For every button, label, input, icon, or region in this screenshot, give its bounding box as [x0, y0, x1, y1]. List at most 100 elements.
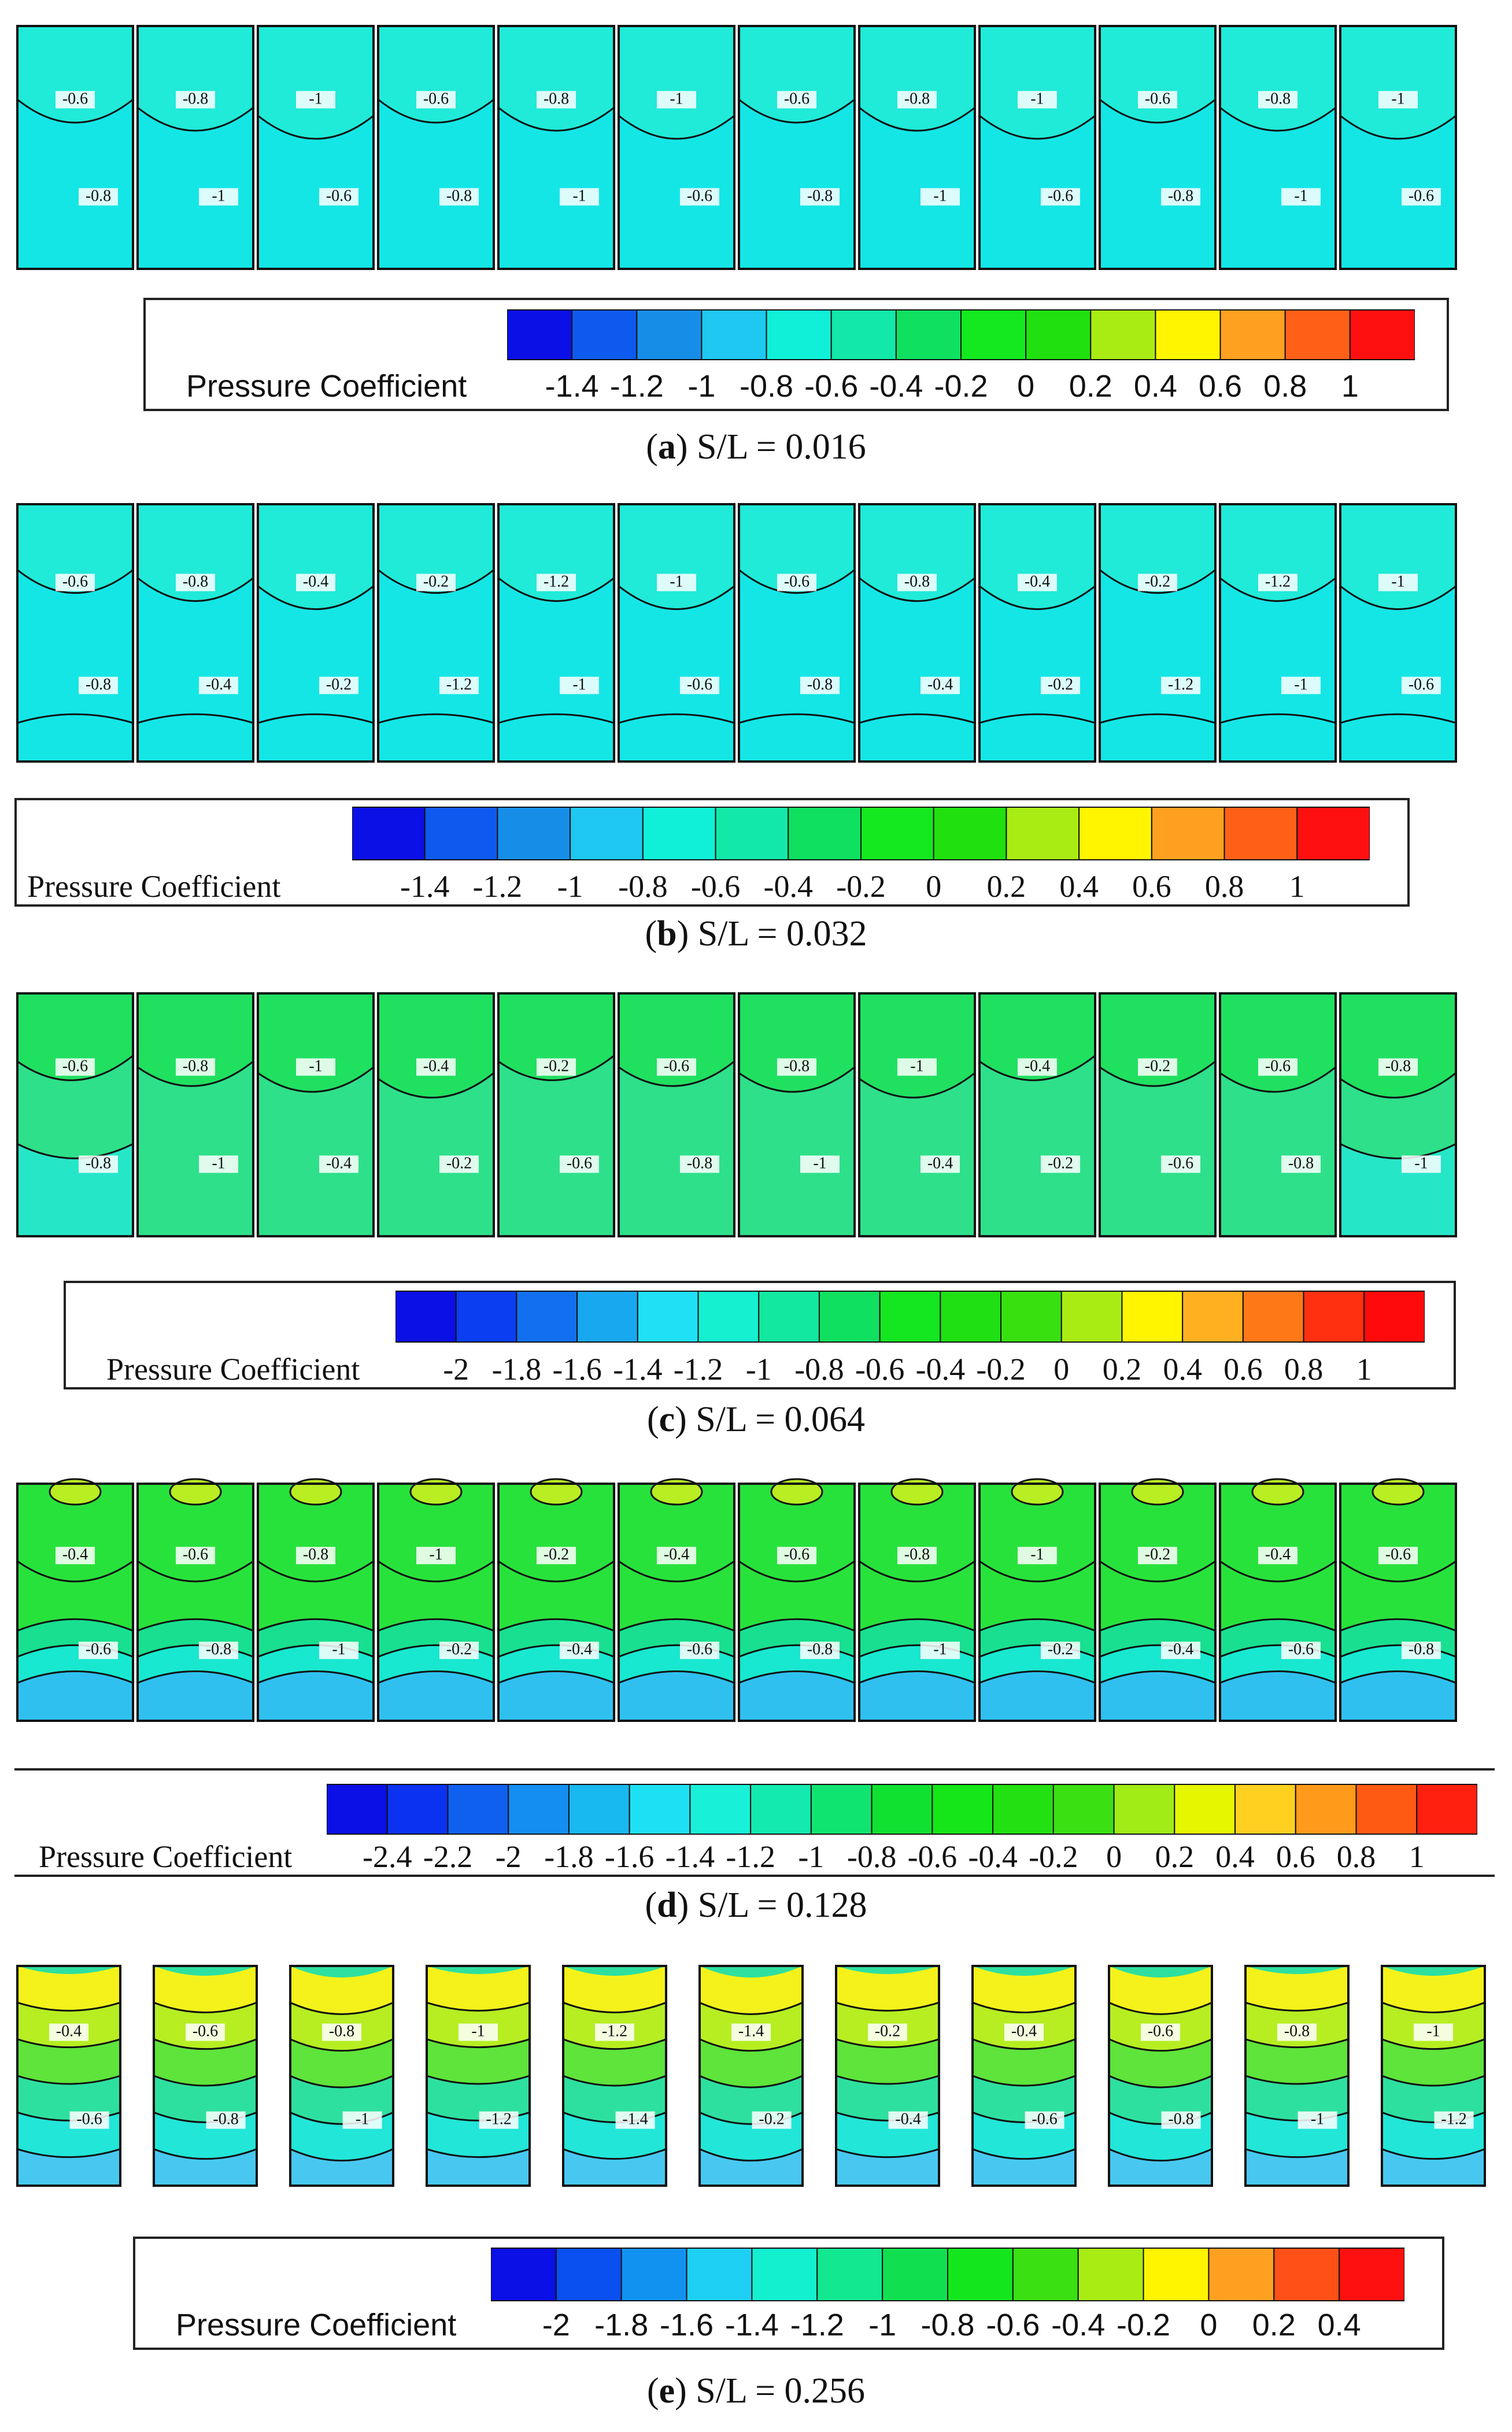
contour-label: -0.6 — [193, 2023, 218, 2041]
contour-label-bg — [1138, 1547, 1177, 1565]
legend-tick-label: -0.2 — [934, 369, 988, 404]
legend-tick-label: -1.2 — [673, 1352, 723, 1387]
cell-border — [136, 992, 254, 1237]
colorbar-segment — [507, 309, 573, 360]
contour-label: -0.4 — [927, 675, 953, 693]
contour-label: -0.2 — [544, 1546, 569, 1564]
contour-label-bg — [479, 2111, 519, 2129]
legend-tick-label: 0.6 — [1199, 369, 1243, 404]
colorbar-segment — [1219, 309, 1286, 360]
caption-d: (d) S/L = 0.128 — [645, 1886, 867, 1925]
pressure-contour-cell: -1 -0.6 — [618, 503, 735, 763]
colorbar-segment — [882, 2248, 949, 2301]
contour-label: -0.4 — [927, 1154, 953, 1172]
legend-tick-label: -0.2 — [1029, 1839, 1078, 1874]
legend-tick-label: 1 — [1356, 1352, 1372, 1387]
contour-label: -1 — [1030, 90, 1044, 108]
colorbar-segment — [1078, 807, 1152, 860]
contour-label: -0.6 — [1265, 1057, 1291, 1075]
contour-band — [377, 1670, 495, 1722]
cell-border — [497, 25, 615, 270]
colorbar-segment — [1012, 2248, 1079, 2301]
contour-band — [618, 1059, 735, 1237]
legend-tick-label: -1.4 — [724, 2308, 779, 2342]
contour-label: -0.2 — [1048, 675, 1073, 693]
contour-line — [979, 585, 1096, 610]
contour-label: -0.6 — [62, 572, 88, 590]
contour-label: -0.4 — [1168, 1640, 1193, 1658]
cell-border — [136, 1483, 254, 1722]
pressure-contour-cell: -1 -1.2 — [426, 1965, 531, 2187]
contour-label: -0.6 — [86, 1640, 111, 1658]
colorbar-segment — [620, 2248, 687, 2301]
contour-line — [17, 713, 134, 724]
colorbar-segment — [1416, 1784, 1477, 1835]
cell-border — [257, 1483, 375, 1722]
contour-label: -0.8 — [904, 90, 930, 108]
pressure-contour-cell: -0.4 -0.2 — [978, 503, 1096, 763]
colorbar-segment — [750, 1784, 812, 1835]
contour-label-bg — [1378, 1547, 1418, 1565]
contour-label-bg — [79, 1642, 118, 1659]
contour-label-bg — [1281, 188, 1321, 206]
contour-line — [498, 106, 615, 132]
contour-label: -0.2 — [759, 2111, 784, 2128]
cell-border — [1219, 1483, 1337, 1722]
contour-label: -1.2 — [1168, 675, 1193, 693]
cell-border — [1339, 25, 1457, 270]
contour-label: -1 — [1311, 2111, 1324, 2128]
legend-tick-label: -1.8 — [594, 2308, 649, 2342]
legend-tick-label: -0.2 — [836, 869, 886, 904]
contour-label-bg — [1258, 574, 1297, 592]
cell-border — [1339, 992, 1457, 1237]
colorbar-segment — [1349, 309, 1415, 360]
colorbar-segment — [642, 807, 716, 860]
pressure-contour-cell: -0.8 -1 — [1339, 992, 1457, 1237]
contour-blob — [1131, 1478, 1184, 1506]
contour-band — [739, 26, 855, 123]
contour-band — [17, 26, 133, 123]
pressure-contour-cell: -0.4 -0.2 — [978, 992, 1096, 1237]
contour-label-bg — [176, 91, 215, 109]
colorbar-segment — [1143, 2248, 1210, 2301]
contour-band — [136, 1670, 254, 1722]
pressure-contour-cell: -0.6 -0.8 — [16, 25, 134, 270]
contour-label: -1 — [1414, 1154, 1428, 1172]
pressure-contour-cell: -0.8 -1 — [1219, 25, 1337, 270]
contour-label-bg — [1018, 574, 1057, 592]
contour-label: -0.6 — [567, 1154, 592, 1172]
contour-label-bg — [79, 188, 118, 206]
contour-label: -0.4 — [56, 2023, 82, 2041]
cell-border — [618, 1483, 735, 1722]
colorbar-segment — [497, 807, 571, 860]
contour-label-bg — [777, 1058, 816, 1076]
contour-label-bg — [69, 2111, 109, 2129]
legend-tick-label: -1.2 — [472, 869, 523, 904]
contour-label: -0.8 — [1168, 187, 1193, 205]
legend-tick-label: 0.2 — [1252, 2308, 1296, 2342]
contour-band — [498, 504, 614, 601]
legend-tick-label: -0.8 — [846, 1839, 897, 1874]
contour-line — [738, 1560, 855, 1583]
contour-band — [136, 1059, 254, 1237]
contour-line — [498, 1560, 615, 1583]
colorbar-segment — [1273, 2248, 1340, 2301]
legend-tick-label: -1.2 — [609, 369, 664, 404]
colorbar-segment — [715, 807, 789, 860]
contour-line — [257, 585, 374, 610]
pressure-contour-cell: -0.2 -1.2 — [1099, 503, 1217, 763]
contour-label: -0.8 — [303, 1546, 328, 1564]
contour-label-bg — [79, 1155, 118, 1173]
contour-line — [1219, 106, 1336, 132]
caption-letter-a: a — [657, 427, 676, 467]
strip-cells: -0.4-0.6-0.6-0.8-0.8-1-1-0.2-0.2-0.4-0.4… — [16, 1478, 1457, 1722]
legend-tick-label: -1.2 — [790, 2308, 844, 2342]
contour-band — [978, 1670, 1096, 1722]
contour-label: -0.8 — [807, 1640, 833, 1658]
colorbar-segment — [1339, 2248, 1404, 2301]
contour-label-bg — [1018, 1547, 1057, 1565]
contour-label: -0.8 — [807, 187, 833, 205]
colorbar-segment — [1090, 309, 1156, 360]
contour-label-bg — [888, 2111, 928, 2129]
pressure-contour-cell: -0.2 -0.4 — [497, 1478, 615, 1722]
